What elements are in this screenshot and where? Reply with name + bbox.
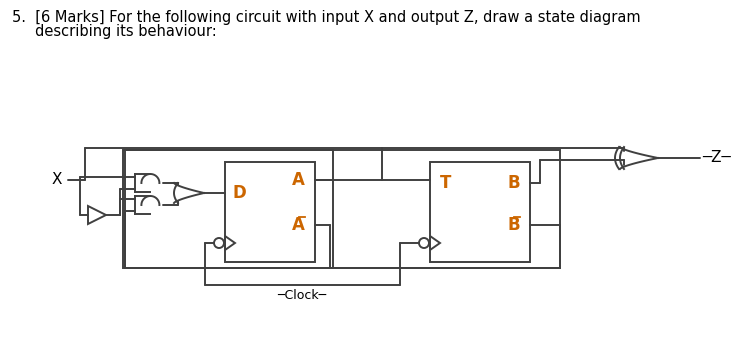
Text: 5.  [6 Marks] For the following circuit with input X and output Z, draw a state : 5. [6 Marks] For the following circuit w… (12, 10, 641, 25)
Text: X: X (52, 172, 63, 187)
Text: A: A (292, 216, 305, 234)
Text: describing its behaviour:: describing its behaviour: (12, 24, 217, 39)
Text: T: T (440, 174, 451, 192)
Bar (430, 162, 530, 262)
Text: B: B (507, 174, 520, 192)
Text: ─Z─: ─Z─ (702, 150, 731, 166)
Text: D: D (233, 184, 247, 202)
Text: ─Clock─: ─Clock─ (277, 289, 326, 302)
Text: A: A (292, 171, 305, 189)
Text: B: B (507, 216, 520, 234)
Bar (125, 150, 560, 268)
Bar (225, 162, 315, 262)
Bar (123, 150, 333, 268)
